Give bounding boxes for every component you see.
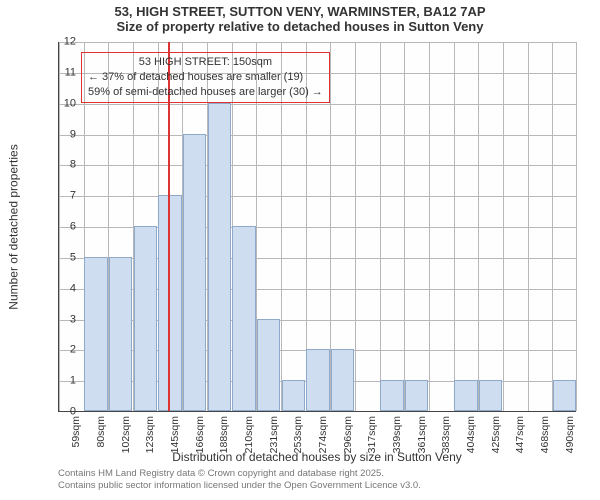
annotation-line-2: ← 37% of detached houses are smaller (19… bbox=[88, 70, 323, 85]
histogram-bar bbox=[454, 380, 477, 411]
histogram-bar bbox=[282, 380, 305, 411]
y-tick-label: 4 bbox=[56, 283, 76, 294]
y-tick-label: 7 bbox=[56, 191, 76, 202]
footer-line-2: Contains public sector information licen… bbox=[58, 480, 576, 492]
footer-line-1: Contains HM Land Registry data © Crown c… bbox=[58, 468, 576, 480]
gridline-v bbox=[576, 42, 577, 411]
plot-area: 53 HIGH STREET: 150sqm← 37% of detached … bbox=[58, 42, 576, 412]
y-tick-label: 10 bbox=[56, 98, 76, 109]
histogram-bar bbox=[306, 349, 329, 411]
annotation-box: 53 HIGH STREET: 150sqm← 37% of detached … bbox=[81, 52, 330, 103]
y-tick-label: 5 bbox=[56, 252, 76, 263]
gridline-v bbox=[503, 42, 504, 411]
histogram-bar bbox=[553, 380, 576, 411]
histogram-bar bbox=[405, 380, 428, 411]
gridline-h bbox=[59, 165, 576, 166]
footer: Contains HM Land Registry data © Crown c… bbox=[58, 468, 576, 492]
y-tick-label: 2 bbox=[56, 345, 76, 356]
histogram-bar bbox=[380, 380, 403, 411]
title-line-2: Size of property relative to detached ho… bbox=[0, 19, 600, 34]
y-tick-label: 11 bbox=[56, 67, 76, 78]
gridline-v bbox=[454, 42, 455, 411]
y-axis-label: Number of detached properties bbox=[7, 144, 21, 309]
histogram-bar bbox=[134, 226, 157, 411]
histogram-bar bbox=[257, 319, 280, 412]
gridline-v bbox=[380, 42, 381, 411]
gridline-v bbox=[478, 42, 479, 411]
x-axis-label: Distribution of detached houses by size … bbox=[58, 450, 576, 464]
gridline-h bbox=[59, 42, 576, 43]
histogram-bar bbox=[479, 380, 502, 411]
y-tick-label: 8 bbox=[56, 160, 76, 171]
gridline-h bbox=[59, 135, 576, 136]
y-tick-label: 6 bbox=[56, 222, 76, 233]
histogram-bar bbox=[331, 349, 354, 411]
y-tick-label: 9 bbox=[56, 129, 76, 140]
histogram-bar bbox=[232, 226, 255, 411]
histogram-bar bbox=[183, 134, 206, 412]
gridline-h bbox=[59, 104, 576, 105]
gridline-h bbox=[59, 196, 576, 197]
annotation-line-1: 53 HIGH STREET: 150sqm bbox=[88, 55, 323, 70]
histogram-bar bbox=[158, 195, 181, 411]
chart-container: 53, HIGH STREET, SUTTON VENY, WARMINSTER… bbox=[0, 0, 600, 500]
y-axis-label-wrap: Number of detached properties bbox=[6, 42, 22, 412]
y-tick-label: 12 bbox=[56, 37, 76, 48]
titles: 53, HIGH STREET, SUTTON VENY, WARMINSTER… bbox=[0, 0, 600, 34]
gridline-v bbox=[552, 42, 553, 411]
histogram-bar bbox=[109, 257, 132, 411]
plot-outer: 53 HIGH STREET: 150sqm← 37% of detached … bbox=[58, 42, 576, 412]
annotation-line-3: 59% of semi-detached houses are larger (… bbox=[88, 85, 323, 100]
gridline-v bbox=[355, 42, 356, 411]
histogram-bar bbox=[208, 103, 231, 411]
y-tick-label: 1 bbox=[56, 376, 76, 387]
title-line-1: 53, HIGH STREET, SUTTON VENY, WARMINSTER… bbox=[0, 4, 600, 19]
gridline-v bbox=[404, 42, 405, 411]
histogram-bar bbox=[84, 257, 107, 411]
y-tick-label: 3 bbox=[56, 314, 76, 325]
gridline-v bbox=[528, 42, 529, 411]
gridline-v bbox=[429, 42, 430, 411]
